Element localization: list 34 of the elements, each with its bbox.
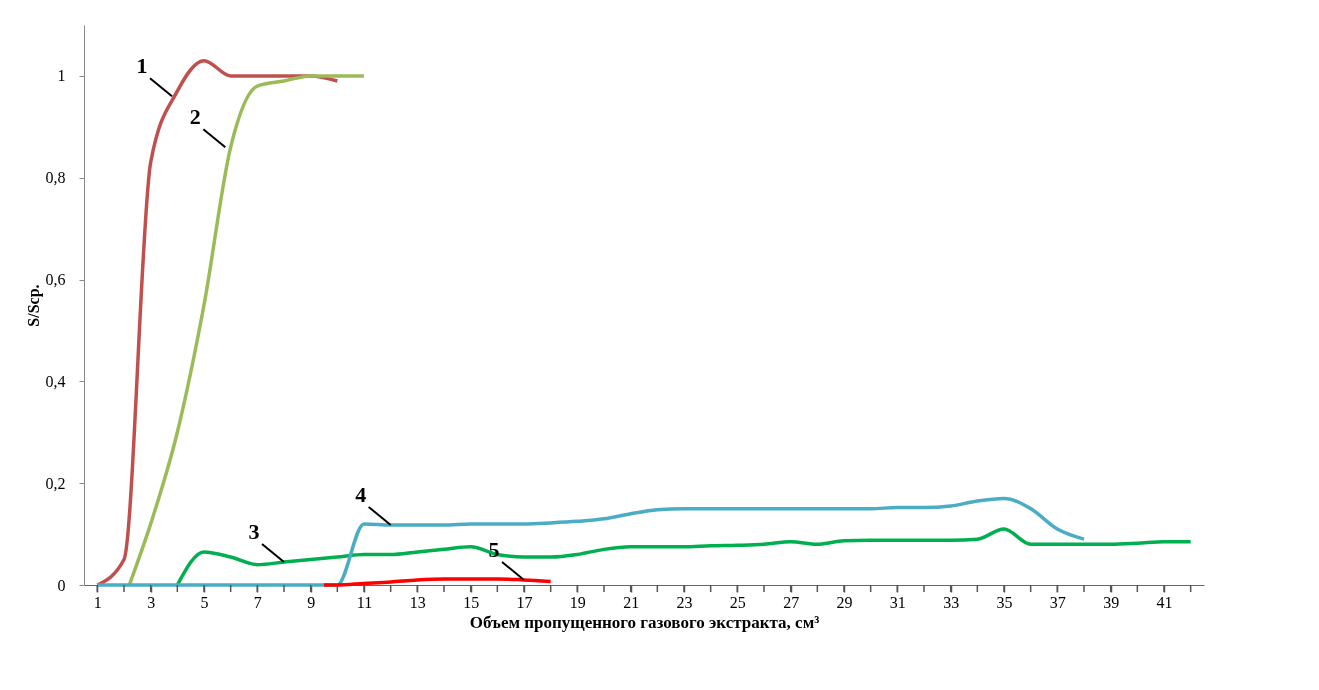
x-tick-label: 17 [516, 593, 533, 611]
x-tick-label: 35 [996, 593, 1013, 611]
x-tick-label: 13 [409, 593, 426, 611]
x-tick-label: 21 [623, 593, 640, 611]
y-tick-label: 0,6 [45, 271, 66, 289]
x-tick-label: 3 [147, 593, 156, 611]
x-tick-label: 41 [1156, 593, 1173, 611]
x-tick-label: 5 [200, 593, 209, 611]
x-tick-label: 11 [356, 593, 373, 611]
x-tick-label: 27 [783, 593, 800, 611]
y-tick-label: 0,2 [45, 474, 66, 492]
y-tick-label: 0,8 [45, 169, 66, 187]
y-tick-label: 0,4 [45, 372, 66, 390]
annotation: 2 [189, 104, 201, 130]
x-tick-label: 9 [307, 593, 316, 611]
x-tick-label: 37 [1049, 593, 1066, 611]
line-series [322, 577, 553, 587]
annotation: 3 [248, 519, 260, 545]
x-tick-label: 33 [943, 593, 960, 611]
y-axis-title: S/Sср. [24, 284, 43, 327]
x-tick-label: 1 [93, 593, 102, 611]
x-tick-label: 23 [676, 593, 693, 611]
x-tick-label: 7 [253, 593, 262, 611]
x-tick-label: 39 [1103, 593, 1120, 611]
y-tick-label: 0 [57, 576, 66, 594]
annotation: 4 [355, 481, 367, 507]
y-tick-label: 1 [57, 67, 66, 85]
x-tick-label: 15 [463, 593, 480, 611]
x-axis-title: Объем пропущенного газового экстракта, см³ [469, 612, 820, 632]
annotation: 1 [136, 53, 148, 79]
x-tick-label: 31 [889, 593, 906, 611]
x-tick-label: 29 [836, 593, 853, 611]
x-tick-label: 25 [729, 593, 746, 611]
x-tick-label: 19 [569, 593, 586, 611]
